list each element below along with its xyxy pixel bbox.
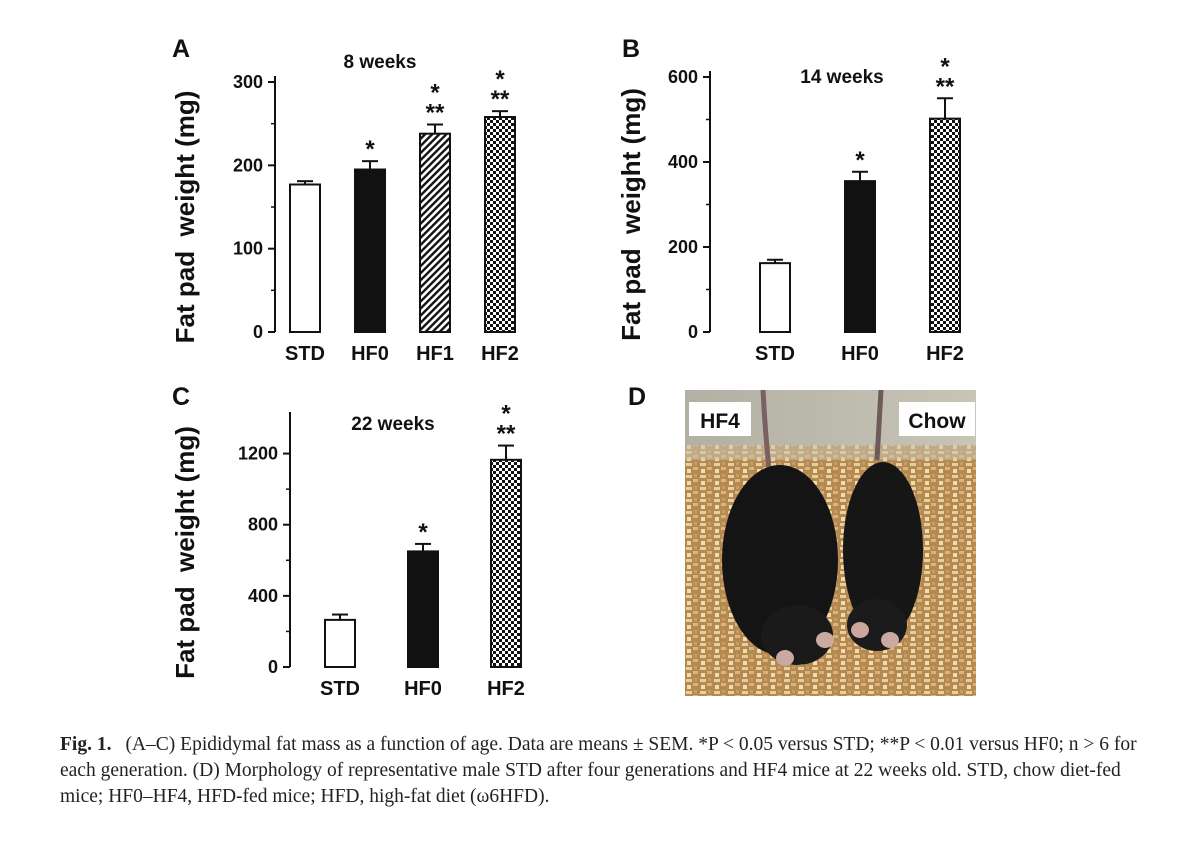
chart-b-x-tick-label: HF0 <box>841 343 879 365</box>
chart-c-svg: C 22 weeks Fat pad weight (mg) 0 400 800 1200 S… <box>170 383 525 700</box>
panel-c: C 22 weeks Fat pad weight (mg) 0 400 800 1200 S… <box>160 378 560 718</box>
chart-b-y-axis-label: Fat pad weight (mg) <box>616 88 646 341</box>
chart-a-y-tick-label: 0 <box>253 322 263 342</box>
chart-a-y-tick-label: 100 <box>233 239 263 259</box>
photo-label-hf4: HF4 <box>700 410 740 433</box>
chart-c-x-tick-label: STD <box>320 678 360 700</box>
chart-c-title: 22 weeks <box>351 414 434 435</box>
chart-a-x-tick-label: STD <box>285 343 325 365</box>
chart-a-bar-std <box>289 183 321 333</box>
chart-a-significance-marker: ** <box>491 86 510 113</box>
chart-c-x-tick-label: HF2 <box>487 678 525 700</box>
chart-b-bar-std <box>759 262 791 333</box>
panel-d-letter: D <box>628 383 646 411</box>
chart-b-y-tick-label: 200 <box>668 237 698 257</box>
chart-b-svg: B 14 weeks Fat pad weight (mg) 0 200 400 600 ST… <box>616 35 964 365</box>
chart-a-panel-letter: A <box>172 35 190 63</box>
panel-d-letter-svg: D <box>628 383 646 411</box>
chart-a-y-tick-label: 300 <box>233 72 263 92</box>
chart-a-significance-marker: * <box>495 66 505 93</box>
chart-c-y-tick-label: 800 <box>248 515 278 535</box>
panel-b: B 14 weeks Fat pad weight (mg) 0 200 400 600 ST… <box>610 30 1010 370</box>
chart-c-y-tick-label: 1200 <box>238 444 278 464</box>
chart-b-y-tick-label: 600 <box>668 67 698 87</box>
chart-b-panel-letter: B <box>622 35 640 63</box>
chart-c-y-tick-label: 0 <box>268 657 278 677</box>
chart-c-significance-marker: ** <box>497 421 516 448</box>
chart-c-bar-std <box>324 618 356 668</box>
chart-b-bar-hf2 <box>929 117 961 334</box>
panel-d: D <box>620 378 990 708</box>
chart-c-x-tick-label: HF0 <box>404 678 442 700</box>
figure-caption: Fig. 1. (A–C) Epididymal fat mass as a fu… <box>60 732 1145 810</box>
chart-a-significance-marker: ** <box>426 100 445 127</box>
panel-a: A 8 weeks Fat pad weight (mg) 0 100 200 300 STD… <box>160 30 560 370</box>
chart-a-bar-hf1 <box>419 132 451 333</box>
chart-a-title: 8 weeks <box>344 52 417 73</box>
chart-a-x-tick-label: HF1 <box>416 343 454 365</box>
chart-a-x-tick-label: HF0 <box>351 343 389 365</box>
chart-a-y-tick-label: 200 <box>233 155 263 175</box>
caption-text: (A–C) Epididymal fat mass as a function … <box>60 734 1137 807</box>
chart-b-title: 14 weeks <box>800 67 883 88</box>
chart-c-bar-hf2 <box>490 458 522 668</box>
chart-c-y-tick-label: 400 <box>248 586 278 606</box>
chart-a-bar-hf0 <box>354 168 386 333</box>
mice-photo: HF4 Chow <box>685 390 976 696</box>
chart-b-significance-marker: * <box>940 53 950 80</box>
chart-c-significance-marker: * <box>501 401 511 428</box>
chart-b-significance-marker: * <box>855 147 865 174</box>
chart-a-x-tick-label: HF2 <box>481 343 519 365</box>
chart-b-x-tick-label: HF2 <box>926 343 964 365</box>
chart-b-significance-marker: ** <box>936 73 955 100</box>
chart-c-y-axis-label: Fat pad weight (mg) <box>170 426 200 679</box>
chart-a-svg: A 8 weeks Fat pad weight (mg) 0 100 200 300 STD… <box>170 35 519 365</box>
chart-a-significance-marker: * <box>365 136 375 163</box>
photo-label-chow: Chow <box>908 410 966 433</box>
caption-label: Fig. 1. <box>60 734 112 755</box>
chart-b-x-tick-label: STD <box>755 343 795 365</box>
chart-c-bar-hf0 <box>407 550 439 668</box>
chart-c-panel-letter: C <box>172 383 190 411</box>
chart-b-y-tick-label: 0 <box>688 322 698 342</box>
chart-a-bar-hf2 <box>484 116 516 333</box>
chart-a-significance-marker: * <box>430 80 440 107</box>
chart-b-bar-hf0 <box>844 180 876 333</box>
chart-a-y-axis-label: Fat pad weight (mg) <box>170 91 200 344</box>
chart-b-y-tick-label: 400 <box>668 152 698 172</box>
chart-c-significance-marker: * <box>418 519 428 546</box>
